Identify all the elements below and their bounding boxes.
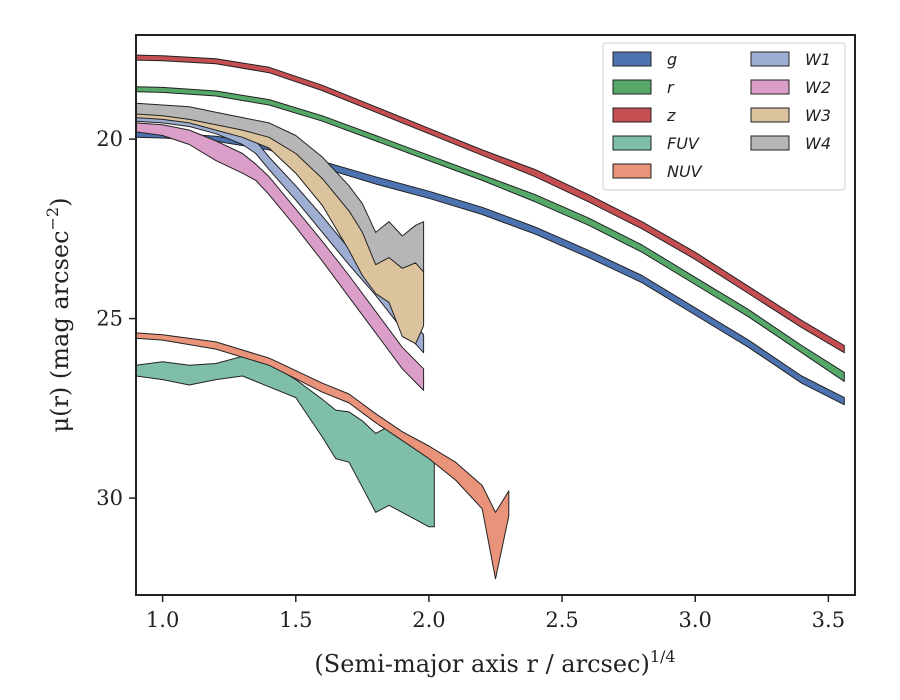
legend-swatch-g (612, 51, 652, 67)
band-fuv (135, 355, 435, 528)
band-w2 (135, 122, 425, 391)
band-r (135, 86, 845, 382)
y-tick-label: 30 (96, 486, 123, 510)
legend-swatch-nuv (612, 163, 652, 179)
x-tick-label: 1.5 (279, 608, 312, 632)
x-tick-label: 3.0 (679, 608, 712, 632)
legend-swatch-z (612, 107, 652, 123)
legend-label-g: g (667, 50, 677, 69)
legend-label-w4: W4 (805, 134, 831, 153)
legend-swatch-w1 (750, 51, 790, 67)
x-axis-label: (Semi-major axis r / arcsec)1/4 (314, 647, 675, 678)
series-bands (135, 54, 845, 580)
legend-label-fuv: FUV (667, 134, 700, 153)
x-tick-label: 1.0 (146, 608, 179, 632)
legend-label-nuv: NUV (667, 162, 703, 181)
band-nuv (135, 332, 510, 580)
band-w4 (135, 102, 425, 273)
plot-frame (135, 34, 856, 596)
legend: grz FUV NUV W1 W2 W3 W4 (602, 42, 846, 191)
legend-items: grz FUV NUV W1 W2 W3 W4 (612, 50, 831, 181)
y-tick-label: 20 (96, 127, 123, 151)
legend-swatch-w4 (750, 135, 790, 151)
x-tick-label: 2.0 (412, 608, 445, 632)
legend-swatch-fuv (612, 135, 652, 151)
legend-label-w2: W2 (805, 78, 831, 97)
band-z (135, 54, 845, 354)
legend-label-r: r (667, 78, 675, 97)
legend-swatch-w2 (750, 79, 790, 95)
legend-label-w1: W1 (805, 50, 831, 69)
x-axis: 1.0 1.5 2.0 2.5 3.0 3.5 (146, 595, 845, 632)
legend-swatch-r (612, 79, 652, 95)
x-axis-label-superscript: 1/4 (650, 647, 676, 666)
x-tick-label: 3.5 (812, 608, 845, 632)
x-tick-label: 2.5 (545, 608, 578, 632)
legend-swatch-w3 (750, 107, 790, 123)
y-tick-label: 25 (96, 307, 123, 331)
y-axis-label-close: ) (46, 198, 74, 207)
legend-label-z: z (666, 106, 676, 125)
y-axis: 20 25 30 (96, 127, 136, 510)
legend-label-w3: W3 (805, 106, 831, 125)
y-axis-label: μ(r) (mag arcsec−2) (43, 198, 74, 433)
y-axis-label-superscript: −2 (43, 207, 62, 231)
